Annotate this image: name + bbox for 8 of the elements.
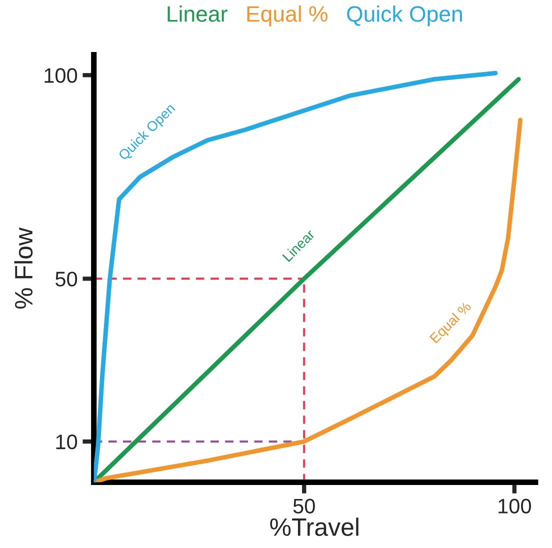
y-tick-label: 50	[56, 272, 78, 286]
text: Linear	[168, 6, 228, 22]
y-axis-title: % Flow	[14, 227, 33, 309]
y-tick-label: 10	[56, 434, 78, 450]
x-axis-title: %Travel	[270, 518, 358, 536]
text: Equal %	[247, 6, 328, 26]
text: Quick Open	[347, 6, 462, 26]
y-tick-label: 100	[44, 68, 78, 83]
